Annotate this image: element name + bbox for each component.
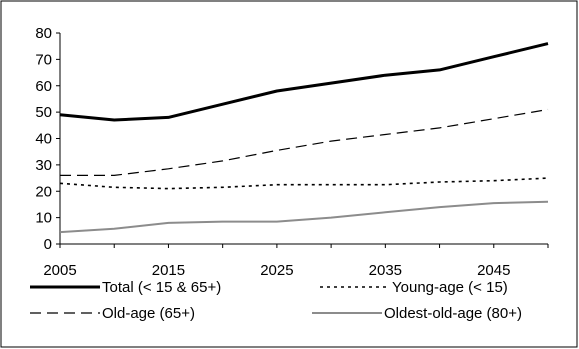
series-line-3 (60, 108, 549, 176)
y-tick-label: 20 (35, 183, 52, 200)
series-lines (59, 42, 549, 234)
y-tick-label: 30 (35, 157, 52, 174)
series-line-4 (59, 200, 549, 234)
axes: 0 10 20 30 40 50 60 70 80 2005 2015 2025 2035 2045 (35, 25, 549, 279)
y-tick-label: 0 (44, 236, 52, 253)
legend-label-4: Oldest-old-age (80+) (384, 305, 522, 322)
y-tick-label: 70 (35, 51, 52, 68)
x-tick-label: 2035 (369, 262, 402, 279)
y-tick-label: 50 (35, 104, 52, 121)
y-tick-label: 10 (35, 210, 52, 227)
x-tick-label: 2045 (477, 262, 510, 279)
series-line-2 (59, 177, 549, 190)
y-tick-label: 60 (35, 78, 52, 95)
legend: Total (< 15 & 65+) Young-age (< 15) Old-ag… (30, 279, 522, 322)
y-tick-label: 40 (35, 131, 52, 148)
legend-label-2: Young-age (< 15) (392, 279, 508, 296)
y-tick-label: 80 (35, 25, 52, 42)
series-line-1 (59, 42, 549, 122)
legend-label-3: Old-age (65+) (102, 305, 195, 322)
x-tick-label: 2015 (152, 262, 185, 279)
x-tick-label: 2005 (43, 262, 76, 279)
x-tick-label: 2025 (260, 262, 293, 279)
legend-label-1: Total (< 15 & 65+) (102, 279, 221, 296)
